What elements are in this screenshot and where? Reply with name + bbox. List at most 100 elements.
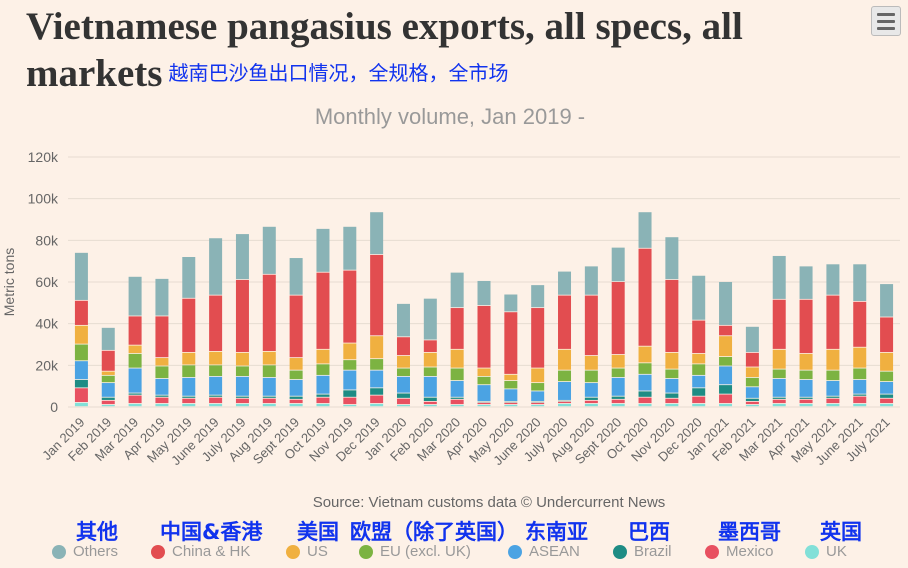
bar-segment[interactable] (880, 352, 894, 371)
bar-segment[interactable] (826, 295, 840, 349)
bar-segment[interactable] (423, 376, 437, 397)
bar-segment[interactable] (692, 396, 706, 404)
bar-segment[interactable] (638, 403, 652, 407)
bar-segment[interactable] (396, 355, 410, 368)
hamburger-icon[interactable] (871, 6, 901, 36)
bar-segment[interactable] (799, 399, 813, 404)
bar-segment[interactable] (128, 345, 142, 354)
bar-segment[interactable] (155, 366, 169, 379)
bar-segment[interactable] (719, 403, 733, 407)
bar-segment[interactable] (343, 370, 357, 390)
bar-segment[interactable] (772, 403, 786, 407)
bar-segment[interactable] (531, 404, 545, 407)
bar-segment[interactable] (370, 370, 384, 388)
bar-segment[interactable] (182, 298, 196, 353)
bar-segment[interactable] (155, 358, 169, 366)
bar-segment[interactable] (209, 351, 223, 365)
bar-segment[interactable] (826, 264, 840, 295)
bar-segment[interactable] (370, 254, 384, 336)
bar-segment[interactable] (558, 349, 572, 370)
bar-segment[interactable] (772, 299, 786, 349)
bar-segment[interactable] (692, 388, 706, 396)
bar-segment[interactable] (343, 390, 357, 397)
bar-segment[interactable] (289, 258, 303, 295)
bar-segment[interactable] (638, 391, 652, 397)
bar-segment[interactable] (477, 402, 491, 405)
bar-segment[interactable] (880, 394, 894, 398)
bar-segment[interactable] (531, 285, 545, 308)
bar-segment[interactable] (772, 399, 786, 404)
bar-segment[interactable] (450, 404, 464, 407)
bar-segment[interactable] (880, 398, 894, 404)
bar-segment[interactable] (584, 355, 598, 370)
bar-segment[interactable] (74, 388, 88, 403)
bar-segment[interactable] (853, 379, 867, 394)
bar-segment[interactable] (396, 398, 410, 405)
bar-segment[interactable] (799, 403, 813, 407)
bar-segment[interactable] (611, 368, 625, 378)
bar-segment[interactable] (343, 360, 357, 370)
bar-segment[interactable] (370, 403, 384, 407)
bar-segment[interactable] (396, 337, 410, 356)
bar-segment[interactable] (504, 389, 518, 401)
bar-segment[interactable] (745, 404, 759, 407)
bar-segment[interactable] (182, 365, 196, 378)
bar-segment[interactable] (558, 295, 572, 349)
bar-segment[interactable] (826, 403, 840, 407)
legend-item[interactable]: Others (52, 543, 118, 560)
bar-segment[interactable] (558, 370, 572, 382)
bar-segment[interactable] (584, 397, 598, 400)
bar-segment[interactable] (504, 312, 518, 374)
bar-segment[interactable] (74, 402, 88, 407)
bar-segment[interactable] (584, 383, 598, 397)
bar-segment[interactable] (262, 274, 276, 351)
bar-segment[interactable] (74, 252, 88, 300)
bar-segment[interactable] (155, 378, 169, 395)
bar-segment[interactable] (826, 398, 840, 404)
bar-segment[interactable] (235, 366, 249, 376)
bar-segment[interactable] (423, 352, 437, 367)
bar-segment[interactable] (477, 404, 491, 407)
bar-segment[interactable] (423, 340, 437, 353)
bar-segment[interactable] (370, 395, 384, 404)
bar-segment[interactable] (826, 396, 840, 398)
bar-segment[interactable] (101, 371, 115, 375)
bar-segment[interactable] (665, 378, 679, 393)
bar-segment[interactable] (477, 385, 491, 401)
bar-segment[interactable] (155, 278, 169, 316)
bar-segment[interactable] (531, 402, 545, 405)
bar-segment[interactable] (101, 400, 115, 405)
bar-segment[interactable] (423, 367, 437, 376)
bar-segment[interactable] (128, 368, 142, 393)
bar-segment[interactable] (799, 299, 813, 354)
bar-segment[interactable] (316, 375, 330, 394)
bar-segment[interactable] (450, 308, 464, 349)
bar-segment[interactable] (504, 294, 518, 312)
bar-segment[interactable] (155, 395, 169, 397)
bar-segment[interactable] (423, 397, 437, 401)
bar-segment[interactable] (611, 396, 625, 399)
bar-segment[interactable] (531, 368, 545, 383)
bar-segment[interactable] (209, 238, 223, 295)
bar-segment[interactable] (396, 368, 410, 376)
bar-segment[interactable] (719, 336, 733, 357)
bar-segment[interactable] (128, 316, 142, 345)
bar-segment[interactable] (665, 403, 679, 407)
bar-segment[interactable] (719, 385, 733, 394)
bar-segment[interactable] (209, 403, 223, 407)
bar-segment[interactable] (155, 316, 169, 358)
bar-segment[interactable] (719, 394, 733, 404)
bar-segment[interactable] (745, 367, 759, 378)
bar-segment[interactable] (611, 399, 625, 404)
bar-segment[interactable] (853, 396, 867, 404)
bar-segment[interactable] (450, 368, 464, 381)
bar-segment[interactable] (504, 380, 518, 389)
bar-segment[interactable] (665, 393, 679, 398)
bar-segment[interactable] (316, 228, 330, 272)
bar-segment[interactable] (450, 399, 464, 405)
bar-segment[interactable] (638, 374, 652, 391)
legend-item[interactable]: EU (excl. UK) (359, 543, 471, 560)
bar-segment[interactable] (799, 266, 813, 299)
bar-segment[interactable] (155, 397, 169, 404)
bar-segment[interactable] (316, 272, 330, 349)
